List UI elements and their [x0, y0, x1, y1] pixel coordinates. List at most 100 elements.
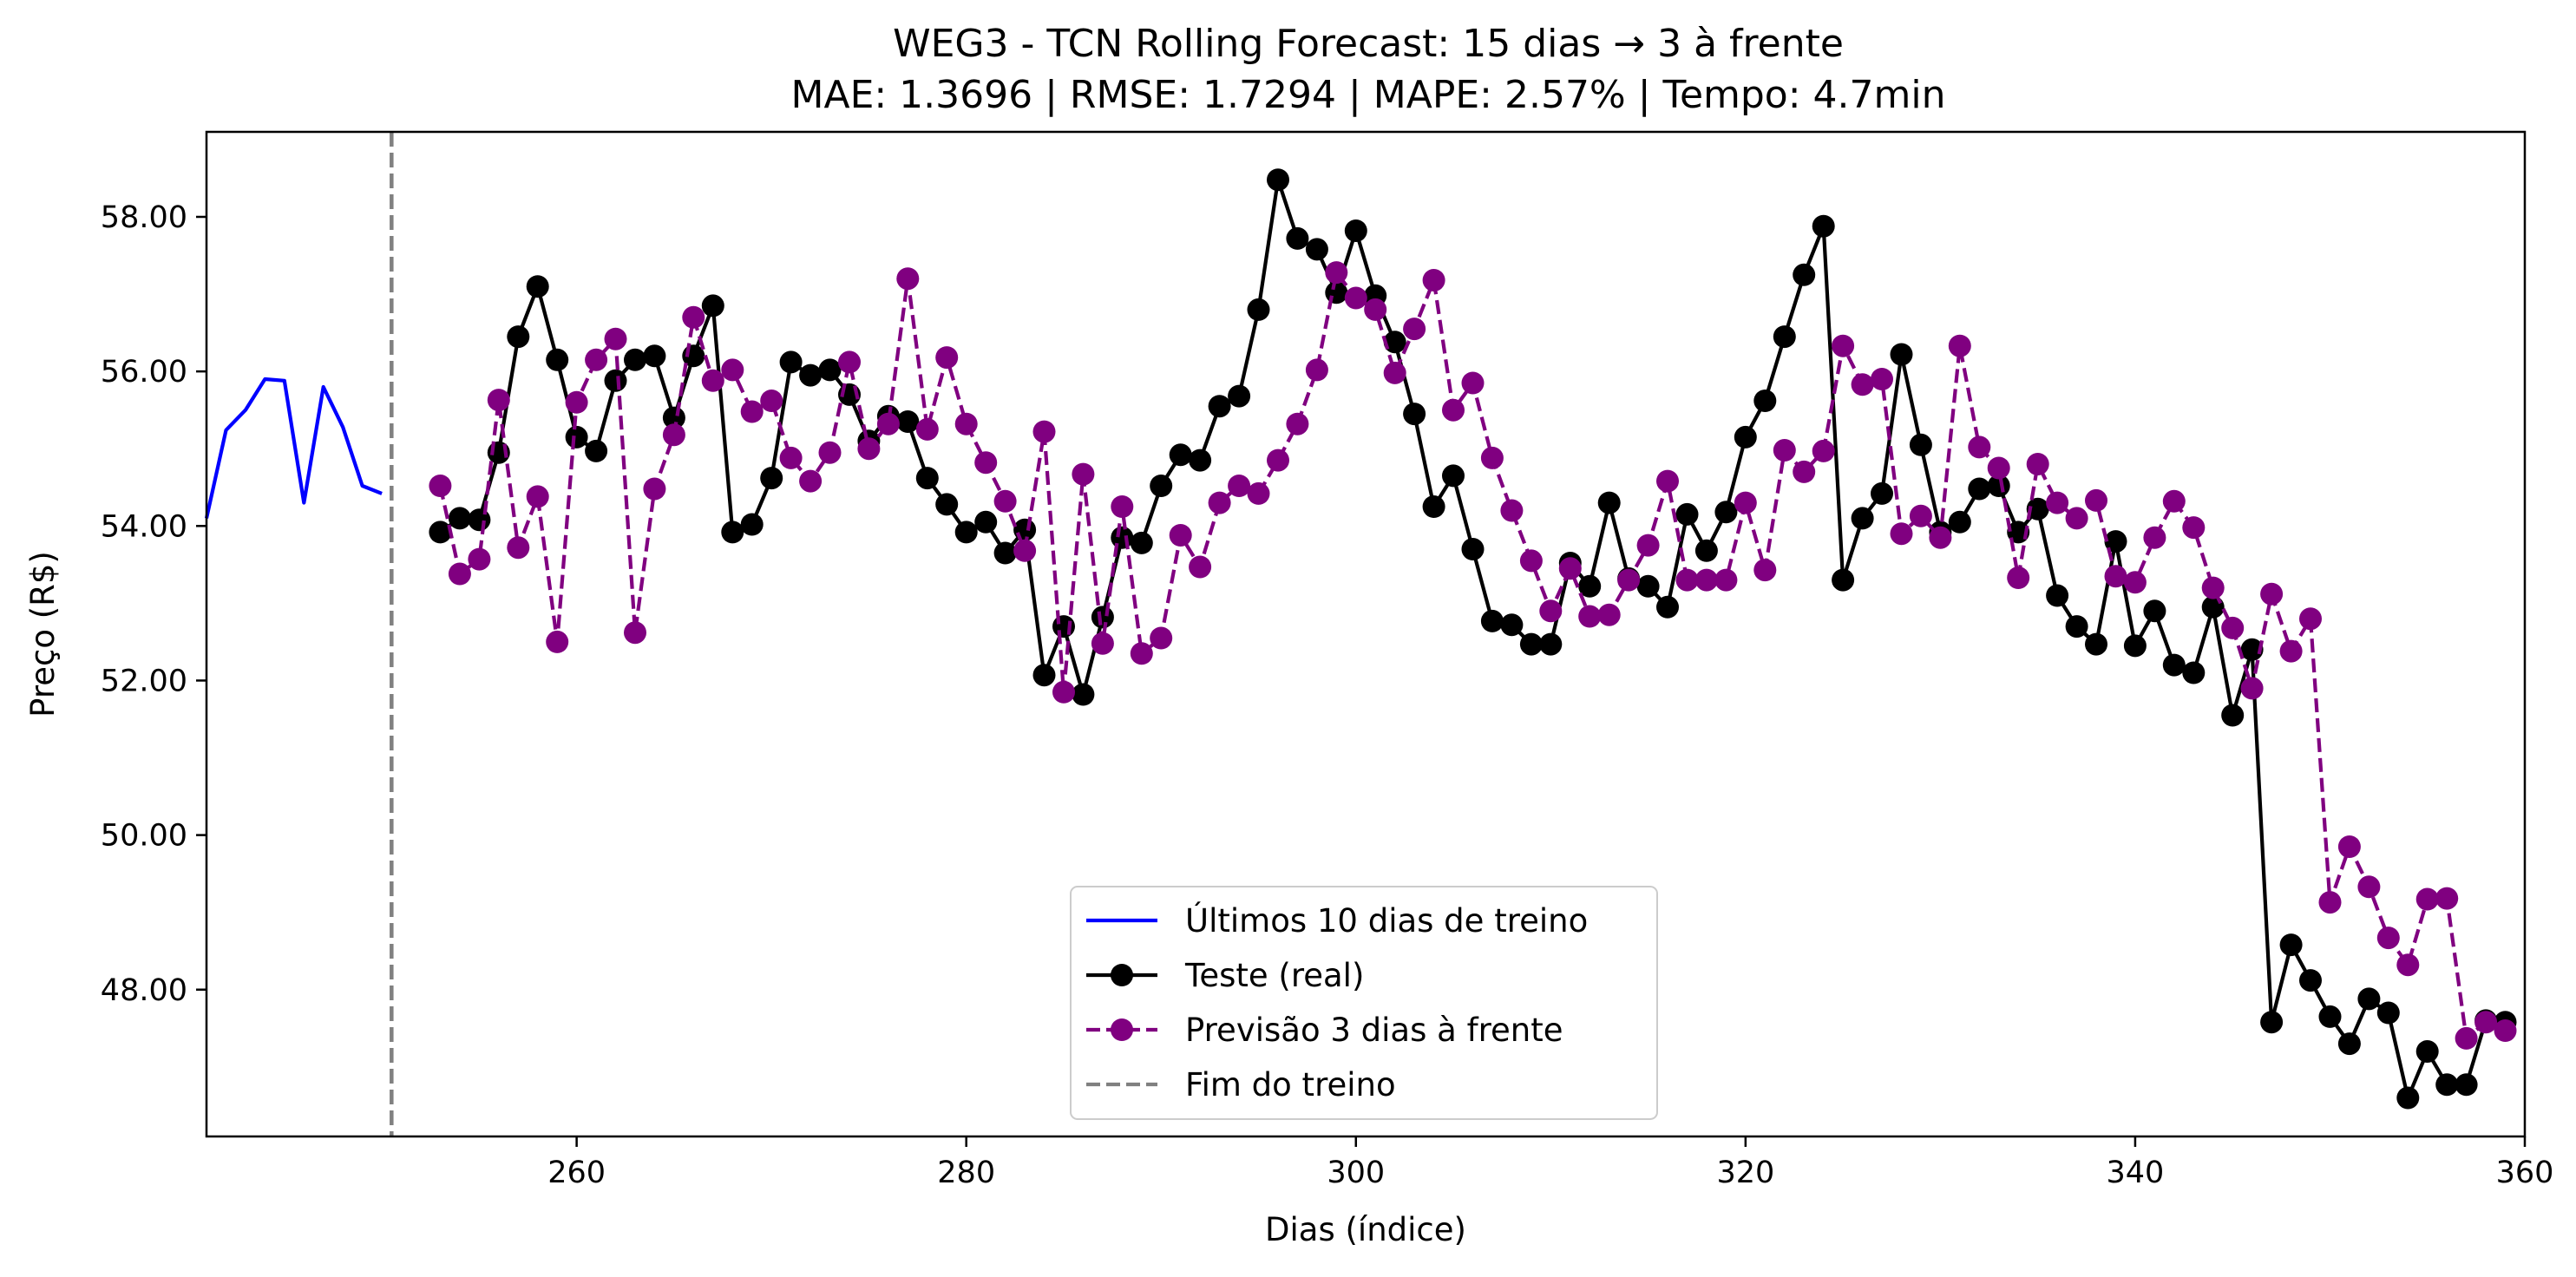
series-2-point	[448, 562, 471, 586]
series-1-point	[1091, 606, 1114, 629]
series-2-point	[1422, 269, 1445, 291]
x-axis: 260 280 300 320 340 360	[547, 1136, 2553, 1190]
series-1-point	[624, 348, 646, 371]
series-2-point	[857, 437, 881, 461]
series-2-point	[1325, 261, 1348, 285]
x-tick-label: 320	[1716, 1156, 1774, 1190]
series-1-point	[2376, 1001, 2400, 1025]
series-2-point	[1305, 358, 1328, 382]
series-1-point	[2299, 969, 2322, 992]
series-2-point	[1675, 568, 1699, 592]
series-1-point	[1871, 481, 1893, 505]
legend: Últimos 10 dias de treino Teste (real) Pre…	[1070, 886, 1658, 1120]
series-2-point	[993, 489, 1017, 513]
series-1-point	[1344, 219, 1367, 242]
series-2-point	[1909, 504, 1932, 527]
series-2-point	[1364, 298, 1387, 321]
series-1-point	[1013, 518, 1037, 541]
series-2-point	[2299, 607, 2322, 631]
series-1-point	[1793, 263, 1816, 286]
series-1-point	[1734, 425, 1757, 449]
plot-frame	[205, 130, 2527, 1138]
series-2-point	[740, 400, 764, 423]
series-2-point	[1013, 539, 1037, 562]
y-tick-label: 52.00	[101, 664, 187, 698]
y-tick-label: 58.00	[101, 200, 187, 235]
series-2-point	[1714, 568, 1738, 592]
series-1-point	[1130, 531, 1153, 554]
series-1-point	[818, 358, 842, 382]
series-1-point	[2221, 704, 2245, 727]
series-1-point	[779, 350, 803, 374]
y-tick-label: 48.00	[101, 973, 187, 1008]
series-2-point	[1773, 439, 1796, 462]
series-1-point	[760, 467, 783, 490]
series-2-point	[1597, 603, 1621, 626]
series-1-point	[935, 493, 959, 516]
series-2-point	[2026, 453, 2049, 475]
series-1-point	[468, 508, 491, 532]
y-tick-label: 56.00	[101, 355, 187, 390]
series-1-point	[701, 294, 724, 318]
series-1-point	[448, 507, 471, 530]
series-2-point	[799, 469, 823, 493]
series-2-point	[2494, 1019, 2517, 1042]
series-1-point	[915, 467, 939, 490]
series-1-point	[1694, 539, 1718, 562]
series-1-point	[1111, 526, 1134, 549]
series-1-point	[507, 325, 530, 349]
series-2-point	[1130, 642, 1153, 665]
series-1-point	[1189, 449, 1212, 472]
y-tick-label: 50.00	[101, 819, 187, 854]
series-1-point	[1169, 443, 1192, 467]
series-2-point	[2065, 507, 2088, 530]
series-1-point	[2396, 1086, 2420, 1110]
series-2-point	[1286, 412, 1309, 435]
series-2-point	[1793, 460, 1816, 483]
series-2-point	[1851, 373, 1874, 396]
series-2-point	[682, 305, 705, 329]
series-1-point	[1753, 390, 1777, 412]
series-2-point	[721, 358, 744, 382]
series-2-point	[487, 389, 510, 412]
series-2-point	[585, 348, 608, 371]
series-2-point	[2474, 1011, 2498, 1034]
series-2-point	[2201, 576, 2225, 599]
series-1-point	[1480, 609, 1504, 632]
series-2-point	[896, 267, 920, 291]
series-1-point	[1442, 464, 1465, 488]
series-2-point	[760, 390, 783, 412]
series-1-point	[2279, 933, 2303, 957]
series-2-point	[2357, 875, 2381, 899]
series-2-point	[915, 417, 939, 441]
series-2-point	[1247, 481, 1270, 505]
series-1-point	[1208, 395, 1231, 418]
series-2-point	[1948, 334, 1971, 357]
y-tick-label: 54.00	[101, 509, 187, 544]
series-1-point	[565, 425, 588, 449]
series-2-point	[2143, 526, 2166, 549]
series-1-point	[1636, 574, 1660, 598]
legend-label-3: Fim do treino	[1185, 1066, 1396, 1103]
x-axis-label: Dias (índice)	[1265, 1211, 1466, 1248]
plot-area	[204, 132, 2517, 1136]
series-1-point	[721, 521, 744, 544]
series-2-point	[954, 412, 978, 435]
series-2-point	[1987, 456, 2010, 480]
series-2-point	[1617, 568, 1641, 592]
legend-box	[1070, 886, 1658, 1120]
series-2-point	[2240, 677, 2264, 700]
series-2-point	[1111, 495, 1134, 518]
series-2-point	[1072, 462, 1095, 486]
x-tick-label: 260	[547, 1156, 606, 1190]
series-2-point	[1032, 420, 1056, 443]
series-2-point	[701, 369, 724, 392]
series-1-point	[585, 439, 608, 462]
series-1-point	[954, 521, 978, 544]
series-2-point	[624, 621, 646, 645]
series-1-point	[2143, 599, 2166, 623]
series-2-point	[2318, 891, 2342, 914]
series-1-point	[2357, 987, 2381, 1011]
series-2-point	[876, 412, 900, 435]
series-2-point	[1578, 605, 1602, 628]
